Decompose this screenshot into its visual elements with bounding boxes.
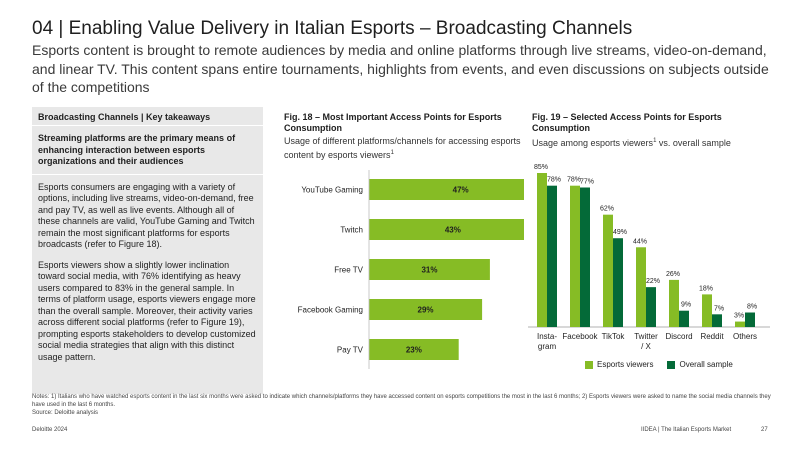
fig19-subtitle-b: vs. overall sample [656, 138, 731, 148]
legend-swatch-overall-sample [667, 360, 676, 369]
fig19-value-label-overall-sample-others: 8% [747, 304, 757, 311]
fig18-bar-youtube-gaming [369, 179, 524, 200]
fig19-bar-overall-sample-twitter-x [646, 287, 656, 327]
key-takeaways-panel: Broadcasting Channels | Key takeaways St… [32, 107, 263, 394]
fig19-bar-overall-sample-tiktok [613, 238, 623, 327]
fig19-value-label-esports-viewers-reddit: 18% [699, 285, 713, 292]
fig18-value-label-facebook-gaming: 29% [418, 306, 434, 315]
fig19-bar-esports-viewers-twitter-x [636, 247, 646, 327]
fig19-value-label-esports-viewers-twitter-x: 44% [633, 238, 647, 245]
notes: Notes: 1) Italians who have watched espo… [32, 393, 782, 418]
fig19-category-label-reddit: Reddit [700, 332, 724, 341]
fig19-category-label-others: Others [733, 332, 757, 341]
fig18-bar-free-tv [369, 259, 490, 280]
fig19-bar-overall-sample-reddit [712, 314, 722, 327]
fig19-category-label-tiktok: TikTok [602, 332, 626, 341]
fig18-title: Fig. 18 – Most Important Access Points f… [284, 112, 502, 133]
fig19-title: Fig. 19 – Selected Access Points for Esp… [532, 112, 722, 133]
fig19-bar-overall-sample-insta-gram [547, 185, 557, 327]
fig18-category-label-twitch: Twitch [340, 226, 363, 235]
fig19-value-label-esports-viewers-discord: 26% [666, 271, 680, 278]
fig19-value-label-esports-viewers-facebook: 78% [567, 177, 581, 184]
fig19-grouped-bar-chart: 85%78%Insta-gram78%77%Facebook62%49%TikT… [528, 164, 770, 351]
takeaways-paragraph-1: Esports consumers are engaging with a va… [38, 181, 255, 250]
fig19-value-label-esports-viewers-insta-gram: 85% [534, 164, 548, 171]
fig19-subtitle: Usage among esports viewers1 vs. overall… [532, 136, 782, 150]
fig19-value-label-overall-sample-tiktok: 49% [613, 229, 627, 236]
fig19-category-label-twitter-x-line-1: Twitter [634, 332, 658, 341]
fig18-category-label-youtube-gaming: YouTube Gaming [301, 186, 363, 195]
page-number: 27 [761, 427, 768, 433]
page-title: 04 | Enabling Value Delivery in Italian … [32, 18, 633, 39]
fig18-bar-twitch [369, 219, 524, 240]
fig19-bar-esports-viewers-insta-gram [537, 173, 547, 327]
fig19-category-label-discord: Discord [665, 332, 692, 341]
fig19-bar-esports-viewers-others [735, 321, 745, 327]
fig19-category-label-facebook: Facebook [562, 332, 598, 341]
legend-item-overall-sample: Overall sample [667, 360, 733, 369]
fig19-bar-overall-sample-others [745, 312, 755, 327]
fig18-bar-facebook-gaming [369, 299, 483, 320]
legend-label-esports-viewers: Esports viewers [597, 360, 654, 369]
fig19-value-label-overall-sample-twitter-x: 22% [646, 278, 660, 285]
fig18-horizontal-bar-chart: YouTube Gaming 47% Twitch 43% Free TV 31% Face… [298, 170, 524, 369]
fig18-subtitle-text: Usage of different platforms/channels fo… [284, 136, 521, 160]
fig19-category-label-insta-gram-line-1: Insta- [537, 332, 557, 341]
footer-report-title: IIDEA | The Italian Esports Market [641, 427, 732, 433]
takeaways-lead: Streaming platforms are the primary mean… [38, 133, 236, 166]
fig19-subtitle-sup: 1 [653, 138, 657, 144]
fig18-value-label-pay-tv: 23% [406, 346, 422, 355]
fig19-value-label-overall-sample-reddit: 7% [714, 305, 724, 312]
fig19-bar-esports-viewers-discord [669, 279, 679, 327]
legend-item-esports-viewers: Esports viewers [585, 360, 653, 369]
fig19-value-label-overall-sample-facebook: 77% [580, 178, 594, 185]
fig18-category-label-facebook-gaming: Facebook Gaming [298, 306, 363, 315]
fig18-value-label-youtube-gaming: 47% [453, 186, 469, 195]
takeaways-divider [32, 173, 263, 175]
fig19-category-label-twitter-x-line-2: / X [641, 342, 651, 351]
fig18-value-label-twitch: 43% [445, 226, 461, 235]
takeaways-paragraph-2: Esports viewers show a slightly lower in… [38, 259, 256, 362]
fig19-value-label-esports-viewers-tiktok: 62% [600, 206, 614, 213]
fig19-legend: Esports viewers Overall sample [585, 360, 747, 369]
footer-brand: Deloitte 2024 [32, 427, 68, 433]
page-subtitle: Esports content is brought to remote aud… [32, 42, 769, 95]
fig19-bar-overall-sample-facebook [580, 187, 590, 327]
fig19-subtitle-a: Usage among esports viewers [532, 138, 654, 148]
fig19-category-label-insta-gram-line-2: gram [538, 342, 557, 351]
fig19-bar-overall-sample-discord [679, 310, 689, 327]
fig18-subtitle-sup: 1 [390, 149, 394, 156]
fig19-bar-esports-viewers-reddit [702, 294, 712, 327]
fig18-bar-pay-tv [369, 339, 459, 360]
legend-swatch-esports-viewers [585, 360, 593, 369]
fig18-category-label-free-tv: Free TV [334, 266, 363, 275]
fig19-value-label-overall-sample-insta-gram: 78% [547, 177, 561, 184]
legend-label-overall-sample: Overall sample [679, 360, 733, 369]
fig19-value-label-overall-sample-discord: 9% [681, 302, 691, 309]
fig18-category-label-pay-tv: Pay TV [337, 346, 364, 355]
fig18-subtitle: Usage of different platforms/channels fo… [284, 136, 524, 161]
fig19-bar-esports-viewers-tiktok [603, 214, 613, 327]
takeaways-header: Broadcasting Channels | Key takeaways [32, 107, 263, 126]
fig18-value-label-free-tv: 31% [421, 266, 437, 275]
fig19-value-label-esports-viewers-others: 3% [734, 313, 744, 320]
fig19-bar-esports-viewers-facebook [570, 185, 580, 327]
source-text: Source: Deloitte analysis [32, 410, 99, 417]
notes-text: Notes: 1) Italians who have watched espo… [32, 394, 771, 409]
